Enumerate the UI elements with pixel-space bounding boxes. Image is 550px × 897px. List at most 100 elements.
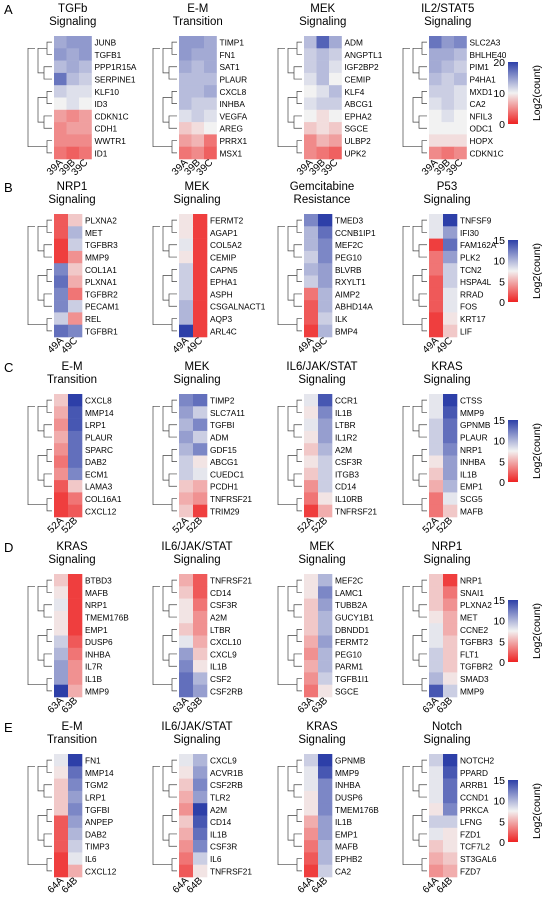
heatmap-cell — [304, 660, 319, 673]
heatmap-title-line: MEK — [310, 541, 335, 553]
gene-label: IL1R2 — [335, 432, 358, 442]
sample-label: 63B — [60, 695, 81, 716]
gene-label: A2M — [210, 612, 227, 622]
gene-label: AREG — [220, 124, 244, 134]
heatmap-title-line: Signaling — [173, 374, 220, 386]
gene-label: TIMP1 — [220, 38, 245, 48]
heatmap-cell — [68, 815, 83, 829]
heatmap-cell — [54, 623, 69, 636]
gene-label: TNFRSF21 — [210, 866, 252, 876]
heatmap-cell — [429, 684, 444, 698]
gene-label: TCN2 — [460, 265, 482, 275]
gene-label: LIF — [460, 326, 472, 336]
colorbar-tick: 10 — [493, 796, 505, 808]
heatmap-cell — [54, 610, 69, 624]
heatmap-cell — [179, 803, 194, 816]
colorbar-tick: 0 — [499, 297, 505, 309]
heatmap-cell — [429, 827, 444, 841]
gene-label: CXCL9 — [210, 756, 237, 766]
heatmap-cell — [318, 778, 333, 792]
sample-label: 49C — [184, 335, 205, 356]
heatmap-cell — [429, 36, 442, 49]
heatmap-cell — [443, 263, 458, 276]
heatmap-cell — [54, 672, 69, 685]
dendrogram — [402, 579, 427, 692]
heatmap-cell — [68, 418, 83, 432]
gene-label: MMP9 — [85, 252, 109, 262]
gene-label: CXCL9 — [210, 649, 237, 659]
heatmap-cell — [54, 214, 69, 227]
heatmap-cell — [54, 287, 69, 301]
heatmap-cell — [193, 790, 208, 804]
heatmap-cell — [443, 312, 458, 325]
gene-label: CCNE2 — [460, 625, 489, 635]
heatmap-title-line: Transition — [173, 16, 223, 28]
gene-label: TGFBI — [85, 805, 109, 815]
gene-label: COL5A2 — [210, 240, 242, 250]
heatmap-cell — [79, 97, 92, 111]
gene-label: AQP3 — [210, 314, 233, 324]
gene-label: PCDH1 — [210, 482, 239, 492]
heatmap-cell — [441, 85, 455, 98]
heatmap-title-line: IL2/STAT5 — [421, 3, 474, 15]
heatmap-cell — [441, 109, 455, 123]
heatmap-cell — [429, 852, 444, 865]
gene-label: CSF3R — [335, 457, 362, 467]
gene-label: FZD7 — [460, 866, 481, 876]
heatmap-cell — [304, 827, 319, 841]
heatmap-cell — [54, 480, 69, 493]
gene-label: KLF10 — [95, 87, 120, 97]
heatmap-cell — [68, 480, 83, 493]
heatmap-cell — [443, 480, 458, 493]
gene-label: PPARD — [460, 768, 488, 778]
heatmap-cell — [443, 660, 458, 673]
heatmap-cell — [316, 97, 330, 111]
heatmap-cell — [429, 72, 442, 86]
heatmap-cell — [179, 492, 194, 505]
heatmap-cell — [443, 238, 458, 252]
gene-label: KRT17 — [460, 314, 486, 324]
sample-label: 49C — [309, 335, 330, 356]
heatmap-cell — [304, 766, 319, 779]
heatmap-cell — [68, 226, 83, 239]
heatmap-cell — [79, 85, 92, 98]
heatmap-cell — [443, 394, 458, 407]
gene-label: LFNG — [460, 817, 482, 827]
heatmap-cell — [318, 467, 333, 481]
gene-label: SLC2A3 — [470, 38, 501, 48]
gene-label: FLT1 — [460, 649, 479, 659]
gene-label: PRKCA — [460, 805, 489, 815]
heatmap-title-line: Signaling — [423, 374, 470, 386]
dendrogram — [277, 219, 302, 332]
colorbar-tick: 10 — [493, 616, 505, 628]
heatmap-cell — [179, 214, 194, 227]
heatmap-cell — [304, 287, 319, 301]
heatmap-title-line: KRAS — [56, 541, 88, 553]
heatmap-cell — [54, 300, 69, 313]
heatmap-cell — [193, 214, 208, 227]
colorbar-tick: 10 — [493, 256, 505, 268]
heatmap-cell — [179, 430, 194, 444]
heatmap-cell — [179, 586, 194, 599]
gene-label: ABCG1 — [345, 99, 374, 109]
colorbar — [508, 240, 518, 302]
heatmap-cell — [193, 672, 208, 685]
gene-label: PPP1R15A — [95, 62, 137, 72]
heatmap-cell — [66, 72, 80, 86]
heatmap-cell — [193, 754, 208, 767]
gene-label: DUSP6 — [85, 637, 113, 647]
heatmap-cell — [429, 418, 444, 432]
gene-label: GDF15 — [210, 445, 237, 455]
heatmap-cell — [193, 815, 208, 829]
heatmap-cell — [429, 766, 444, 779]
heatmap-cell — [429, 840, 444, 853]
heatmap-cell — [193, 324, 208, 338]
heatmap-cell — [54, 864, 69, 878]
gene-label: IL1B — [85, 674, 103, 684]
heatmap-cell — [68, 827, 83, 841]
heatmap-cell — [193, 647, 208, 661]
heatmap-cell — [54, 586, 69, 599]
gene-label: TGFBI — [210, 420, 234, 430]
gene-label: ASPH — [210, 289, 233, 299]
colorbar-tick: 0 — [499, 837, 505, 849]
